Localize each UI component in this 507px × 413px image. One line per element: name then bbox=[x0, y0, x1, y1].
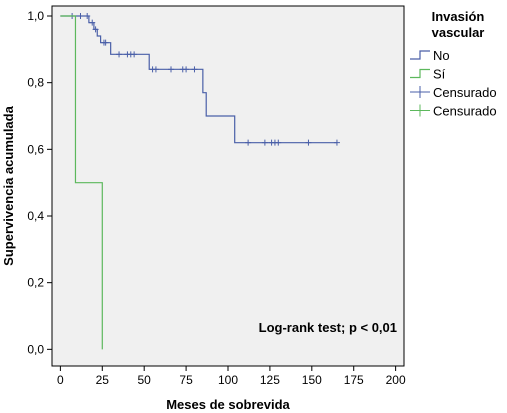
x-tick-label: 0 bbox=[57, 373, 64, 387]
censor-mark bbox=[261, 139, 268, 146]
legend-label: Censurado bbox=[433, 104, 497, 119]
y-tick-label: 0,0 bbox=[27, 342, 44, 356]
axes: 0 25 50 75 100 125 150 175 200 0,0 0,2 0,4 0,6 0,8 1,0 bbox=[27, 9, 406, 387]
censor-mark bbox=[92, 26, 99, 33]
legend-step-icon bbox=[410, 50, 430, 60]
y-tick-label: 0,2 bbox=[27, 276, 44, 290]
censor-mark bbox=[116, 51, 123, 58]
plot-area bbox=[51, 5, 405, 367]
legend-plus-icon bbox=[410, 104, 430, 117]
censor-mark bbox=[77, 13, 84, 19]
legend-label: No bbox=[433, 48, 450, 63]
series-layer bbox=[60, 13, 340, 350]
legend-label: Censurado bbox=[433, 85, 497, 100]
x-tick-label: 100 bbox=[218, 373, 238, 387]
legend-title-line-1: Invasión bbox=[432, 9, 485, 24]
legend-label: Sí bbox=[433, 67, 446, 82]
censor-mark bbox=[89, 19, 96, 26]
x-tick-label: 175 bbox=[344, 373, 364, 387]
y-tick-label: 1,0 bbox=[27, 9, 44, 23]
logrank-annotation: Log-rank test; p < 0,01 bbox=[259, 320, 397, 335]
censor-mark bbox=[305, 139, 312, 146]
series-line-si bbox=[60, 15, 103, 350]
x-tick-label: 200 bbox=[386, 373, 406, 387]
censor-mark bbox=[245, 139, 252, 146]
censor-mark bbox=[131, 51, 138, 58]
x-tick-label: 125 bbox=[260, 373, 280, 387]
legend: Invasión vascular No Sí Censurado Censurado bbox=[410, 9, 497, 119]
censor-mark bbox=[84, 13, 91, 19]
censor-mark bbox=[333, 139, 340, 146]
x-tick-label: 25 bbox=[96, 373, 110, 387]
y-tick-label: 0,4 bbox=[27, 209, 44, 223]
censor-mark bbox=[168, 66, 175, 73]
censor-mark bbox=[183, 66, 190, 73]
y-tick-label: 0,6 bbox=[27, 142, 44, 156]
legend-items: No Sí Censurado Censurado bbox=[410, 48, 497, 119]
x-tick-label: 150 bbox=[302, 373, 322, 387]
censor-mark bbox=[152, 66, 159, 73]
y-tick-label: 0,8 bbox=[27, 76, 44, 90]
y-axis-title: Supervivencia acumulada bbox=[1, 105, 16, 265]
x-tick-label: 75 bbox=[179, 373, 193, 387]
legend-plus-icon bbox=[410, 86, 430, 98]
x-axis-title: Meses de sobrevida bbox=[166, 397, 290, 412]
x-tick-label: 50 bbox=[138, 373, 152, 387]
censor-mark bbox=[102, 39, 109, 46]
censor-mark bbox=[275, 139, 282, 146]
censor-mark bbox=[191, 66, 198, 73]
legend-step-icon bbox=[410, 68, 430, 79]
legend-title-line-2: vascular bbox=[432, 25, 485, 40]
series-line-no bbox=[60, 15, 337, 144]
